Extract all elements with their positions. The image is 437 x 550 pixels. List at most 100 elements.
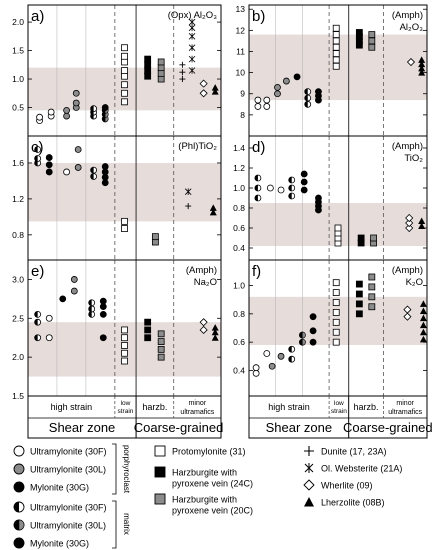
data-point (419, 321, 427, 329)
data-point (121, 67, 128, 74)
data-point (45, 168, 53, 176)
legend-label: Ultramylonite (30F) (30, 447, 107, 457)
label-harzb: harzb. (354, 402, 379, 412)
label-shear-zone: Shear zone (49, 420, 116, 435)
y-tick-label: 8 (240, 110, 245, 120)
data-point (315, 88, 322, 96)
data-point (63, 106, 70, 114)
legend-item: Ultramylonite (30F) (13, 501, 107, 513)
data-point (405, 213, 414, 223)
label-high-strain: high strain (51, 402, 93, 412)
data-point (34, 334, 42, 342)
panel-title: (Amph) (392, 10, 423, 21)
data-point (277, 186, 285, 194)
data-point (405, 218, 414, 228)
y-tick-label: 12 (236, 25, 246, 35)
data-point (121, 58, 128, 66)
data-point (121, 98, 128, 106)
data-point (418, 222, 426, 229)
legend-label: Ol. Websterite (21A) (321, 464, 402, 474)
panel-b: 8 9 10 11 12 13 b) (Amph)Al₂O₃ (236, 4, 428, 137)
data-point (419, 328, 427, 336)
data-point (355, 29, 363, 36)
panel-d: 0.4 0.6 0.8 1.0 1.2 1.4 d) (Amph)TiO₂ (233, 135, 428, 261)
data-point (406, 57, 416, 67)
data-point (298, 338, 306, 346)
y-tick-label: 0.4 (233, 366, 245, 376)
y-tick-label: 2.5 (12, 313, 24, 323)
data-point (34, 310, 42, 318)
legend-item: Dunite (17, 23A) (304, 446, 387, 457)
label-coarse-grained: Coarse-grained (134, 420, 224, 435)
data-point (368, 31, 376, 38)
data-point (199, 325, 208, 335)
data-point (199, 318, 208, 327)
panel-f: 0.4 0.6 0.8 1.0 f) (Amph)K₂O (233, 259, 428, 397)
data-point (288, 184, 296, 192)
y-tick-label: 1.0 (233, 281, 245, 291)
data-point (99, 334, 107, 342)
data-point (157, 75, 165, 83)
legend-porphyroclast-label: porphyroclast (122, 445, 131, 494)
legend-item: Wherlite (09) (303, 479, 373, 491)
legend-item: Protomylonite (31) (154, 445, 246, 457)
panel-letter: a) (31, 8, 44, 25)
data-point (355, 290, 363, 298)
data-point (121, 326, 128, 334)
y-tick-label: 1.0 (233, 183, 245, 193)
data-point (419, 335, 427, 343)
panel-title: (Phl)TiO₂ (178, 141, 217, 152)
data-point (274, 84, 281, 91)
data-point (355, 310, 363, 318)
data-point (355, 300, 363, 308)
legend-symbol (303, 479, 315, 491)
y-tick-label: 10 (236, 68, 246, 78)
legend-label: Protomylonite (31) (172, 447, 246, 457)
y-tick-label: 0.4 (233, 243, 245, 253)
data-point (252, 364, 260, 372)
data-point (288, 192, 296, 200)
data-point (179, 69, 186, 76)
label-shear-zone: Shear zone (266, 420, 333, 435)
y-tick-label: 13 (236, 4, 246, 14)
data-point (121, 72, 128, 80)
data-point (74, 164, 82, 171)
panel-c: 0.81.21.6c)(Phl)TiO₂ (12, 135, 222, 261)
label-low-strain: low (334, 400, 344, 407)
data-point (45, 154, 53, 161)
data-point (405, 223, 414, 233)
data-point (90, 173, 98, 180)
y-tick-label: 11 (236, 46, 245, 56)
data-point (70, 287, 78, 295)
data-point (254, 103, 262, 110)
data-point (144, 67, 152, 74)
data-point (101, 163, 109, 170)
data-point (298, 331, 306, 339)
data-point (144, 55, 152, 63)
data-point (72, 89, 80, 97)
legend: Ultramylonite (30F) Ultramylonite (30L) My… (13, 443, 402, 549)
legend-label: Ultramylonite (30F) (30, 503, 107, 513)
label-minor-ultramafics: minor (189, 400, 207, 407)
data-point (419, 300, 427, 307)
data-point (315, 194, 322, 202)
y-tick-label: 1.5 (12, 46, 24, 56)
data-point (185, 203, 192, 210)
y-tick-label: 1.6 (12, 158, 24, 168)
data-point (188, 44, 196, 52)
y-tick-label: 2.0 (12, 352, 24, 362)
data-point (121, 217, 128, 225)
data-point (418, 60, 426, 68)
data-point (332, 299, 340, 306)
y-tick-label: 0.8 (233, 309, 245, 319)
data-point (403, 305, 412, 314)
data-point (288, 345, 296, 353)
label-harzb: harzb. (142, 402, 167, 412)
legend-symbol (13, 445, 25, 457)
data-point (90, 166, 98, 174)
data-point (121, 89, 128, 97)
legend-label: Harzburgite with (172, 495, 237, 505)
data-point (263, 96, 271, 104)
